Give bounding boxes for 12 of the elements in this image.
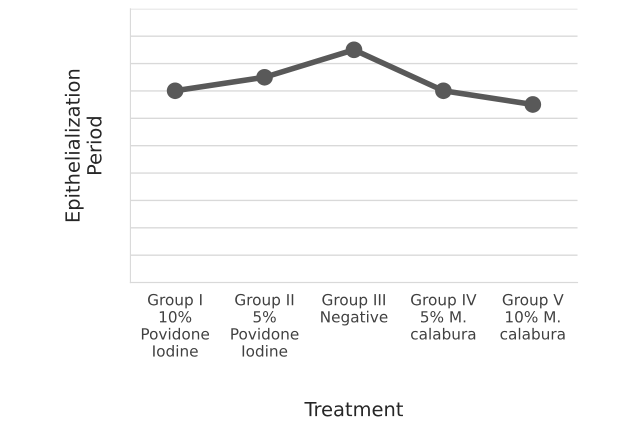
point bbox=[166, 82, 184, 100]
x-tick-label: Group I 10% Povidone Iodine bbox=[142, 294, 210, 357]
x-tick-label: Group III Negative bbox=[321, 294, 388, 326]
x-tick-label: Group V 10% M. calabura bbox=[500, 294, 565, 340]
x-tick-label: Group IV 5% M. calabura bbox=[411, 294, 476, 340]
point bbox=[435, 82, 452, 100]
point bbox=[256, 68, 273, 86]
point bbox=[524, 96, 542, 113]
x-tick-label: Group II 5% Povidone Iodine bbox=[231, 294, 298, 357]
y-axis-title: Epithelialization Period bbox=[64, 70, 102, 222]
point bbox=[346, 41, 362, 58]
x-axis-title: Treatment bbox=[304, 402, 403, 416]
